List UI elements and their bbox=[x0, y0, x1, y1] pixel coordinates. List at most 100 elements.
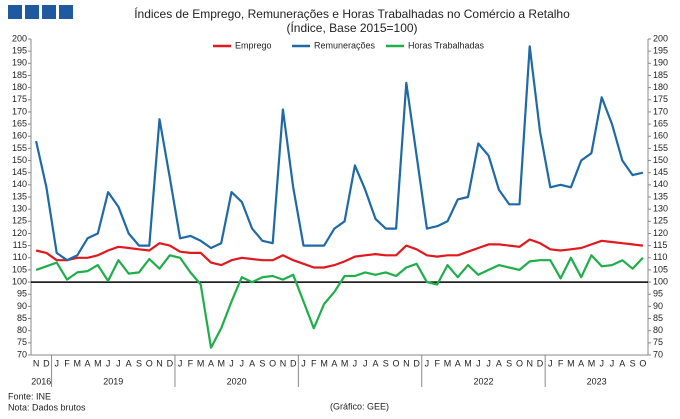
x-tick-label: S bbox=[259, 358, 265, 368]
logo bbox=[42, 5, 56, 19]
y2-tick-label: 160 bbox=[653, 131, 668, 141]
x-tick-label: J bbox=[229, 358, 234, 368]
y-tick-label: 160 bbox=[12, 131, 27, 141]
x-tick-label: M bbox=[217, 358, 225, 368]
x-tick-label: J bbox=[178, 358, 183, 368]
y2-tick-label: 70 bbox=[653, 349, 663, 359]
y-tick-label: 195 bbox=[12, 46, 27, 56]
y2-tick-label: 75 bbox=[653, 337, 663, 347]
x-tick-label: M bbox=[567, 358, 575, 368]
y-tick-label: 110 bbox=[13, 252, 27, 262]
x-tick-label: M bbox=[197, 358, 205, 368]
chart-subtitle: (Índice, Base 2015=100) bbox=[286, 20, 417, 35]
x-tick-label: A bbox=[85, 358, 91, 368]
y2-tick-label: 185 bbox=[653, 70, 668, 80]
x-tick-label: F bbox=[558, 358, 564, 368]
x-tick-label: D bbox=[290, 358, 297, 368]
y2-tick-label: 90 bbox=[653, 301, 663, 311]
x-tick-label: J bbox=[353, 358, 358, 368]
x-tick-label: M bbox=[464, 358, 472, 368]
legend-label: Horas Trabalhadas bbox=[408, 40, 485, 50]
x-tick-label: J bbox=[54, 358, 59, 368]
y-tick-label: 75 bbox=[17, 337, 27, 347]
logo bbox=[25, 5, 39, 19]
credit: (Gráfico: GEE) bbox=[330, 401, 389, 411]
y2-tick-label: 135 bbox=[653, 191, 668, 201]
x-tick-label: S bbox=[383, 358, 389, 368]
year-label: 2019 bbox=[103, 376, 123, 386]
x-tick-label: J bbox=[106, 358, 111, 368]
x-tick-label: J bbox=[610, 358, 615, 368]
y2-tick-label: 180 bbox=[653, 82, 668, 92]
x-tick-label: O bbox=[146, 358, 153, 368]
y-tick-label: 120 bbox=[12, 228, 27, 238]
y-tick-label: 80 bbox=[17, 325, 27, 335]
x-tick-label: O bbox=[269, 358, 276, 368]
y2-tick-label: 120 bbox=[653, 228, 668, 238]
y-tick-label: 135 bbox=[12, 191, 27, 201]
x-tick-label: O bbox=[393, 358, 400, 368]
y2-tick-label: 155 bbox=[653, 143, 668, 153]
y-tick-label: 145 bbox=[12, 167, 27, 177]
x-tick-label: D bbox=[537, 358, 544, 368]
x-tick-label: A bbox=[496, 358, 502, 368]
x-tick-label: M bbox=[444, 358, 452, 368]
x-tick-label: M bbox=[74, 358, 82, 368]
y2-tick-label: 190 bbox=[653, 58, 668, 68]
x-tick-label: N bbox=[403, 358, 410, 368]
note: Nota: Dados brutos bbox=[8, 402, 86, 412]
x-tick-label: M bbox=[588, 358, 596, 368]
x-tick-label: J bbox=[301, 358, 306, 368]
x-tick-label: J bbox=[425, 358, 430, 368]
y2-tick-label: 150 bbox=[653, 155, 668, 165]
x-tick-label: N bbox=[280, 358, 287, 368]
x-tick-label: S bbox=[136, 358, 142, 368]
year-label: 2022 bbox=[473, 376, 493, 386]
x-tick-label: N bbox=[33, 358, 40, 368]
x-tick-label: J bbox=[599, 358, 604, 368]
y2-tick-label: 145 bbox=[653, 167, 668, 177]
y-tick-label: 70 bbox=[17, 349, 27, 359]
y-tick-label: 95 bbox=[17, 289, 27, 299]
x-tick-label: O bbox=[516, 358, 523, 368]
y2-tick-label: 195 bbox=[653, 46, 668, 56]
x-tick-label: S bbox=[506, 358, 512, 368]
y2-tick-label: 85 bbox=[653, 313, 663, 323]
x-tick-label: D bbox=[413, 358, 420, 368]
y-tick-label: 155 bbox=[12, 143, 27, 153]
y-tick-label: 170 bbox=[12, 106, 27, 116]
y2-tick-label: 175 bbox=[653, 94, 668, 104]
y2-tick-label: 165 bbox=[653, 118, 668, 128]
y-tick-label: 200 bbox=[12, 33, 27, 43]
y-tick-label: 100 bbox=[12, 276, 27, 286]
series-line bbox=[35, 254, 644, 349]
x-tick-label: J bbox=[116, 358, 121, 368]
x-tick-label: A bbox=[126, 358, 132, 368]
chart-title: Índices de Emprego, Remunerações e Horas… bbox=[134, 6, 570, 21]
x-tick-label: M bbox=[320, 358, 328, 368]
x-tick-label: J bbox=[363, 358, 368, 368]
y-tick-label: 150 bbox=[12, 155, 27, 165]
x-tick-label: S bbox=[630, 358, 636, 368]
series-line bbox=[35, 45, 644, 262]
y2-tick-label: 80 bbox=[653, 325, 663, 335]
x-tick-label: M bbox=[94, 358, 102, 368]
x-tick-label: N bbox=[526, 358, 533, 368]
y2-tick-label: 110 bbox=[653, 252, 667, 262]
y-tick-label: 190 bbox=[12, 58, 27, 68]
y2-tick-label: 95 bbox=[653, 289, 663, 299]
logo bbox=[59, 5, 73, 19]
x-tick-label: A bbox=[208, 358, 214, 368]
y-tick-label: 85 bbox=[17, 313, 27, 323]
y2-tick-label: 115 bbox=[653, 240, 667, 250]
x-tick-label: A bbox=[578, 358, 584, 368]
x-tick-label: A bbox=[455, 358, 461, 368]
x-tick-label: J bbox=[476, 358, 481, 368]
x-tick-label: A bbox=[619, 358, 625, 368]
y-tick-label: 180 bbox=[12, 82, 27, 92]
y-tick-label: 165 bbox=[12, 118, 27, 128]
y-tick-label: 130 bbox=[12, 204, 27, 214]
x-tick-label: J bbox=[240, 358, 245, 368]
y-tick-label: 115 bbox=[13, 240, 27, 250]
